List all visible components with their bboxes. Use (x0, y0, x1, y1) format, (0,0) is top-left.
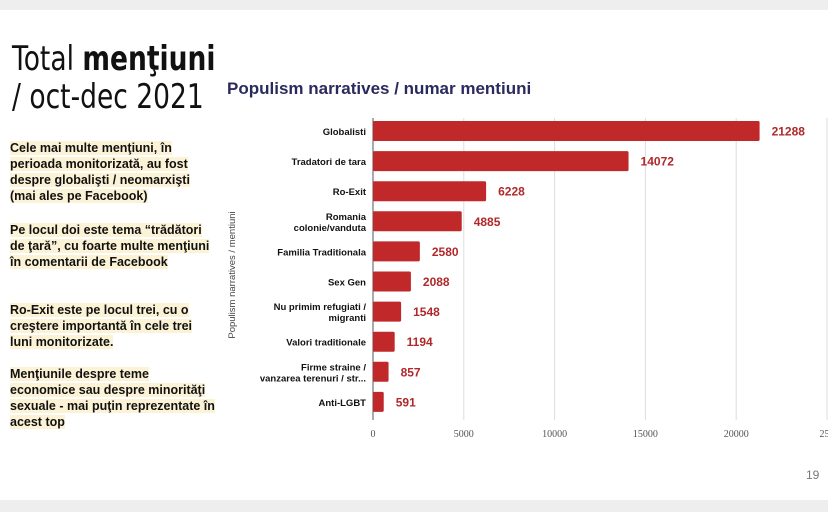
category-label: migranti (329, 313, 366, 324)
bar (373, 331, 395, 352)
data-label: 21288 (772, 125, 806, 139)
category-label: Tradatori de tara (292, 157, 367, 168)
bar (373, 211, 462, 232)
data-label: 14072 (641, 155, 675, 169)
data-label: 857 (401, 365, 421, 379)
category-label: Familia Traditionala (277, 247, 366, 258)
page-number: 19 (806, 468, 820, 482)
data-label: 2580 (432, 245, 459, 259)
title-line2: / oct-dec 2021 (12, 77, 204, 117)
bar (373, 301, 402, 322)
x-tick-label: 10000 (542, 429, 567, 440)
bar (373, 361, 389, 382)
data-label: 1194 (407, 335, 433, 349)
x-tick-label: 5000 (454, 429, 474, 440)
paragraph-text: Ro-Exit este pe locul trei, cu o creşter… (10, 303, 193, 349)
data-label: 2088 (423, 275, 450, 289)
category-label: Firme straine / (301, 362, 366, 373)
bar (373, 391, 384, 412)
bar (373, 121, 760, 141)
slide-title: Total menţiuni / oct-dec 2021 (12, 40, 215, 116)
paragraph-1: Cele mai multe menţiuni, în perioada mon… (10, 140, 215, 204)
y-axis-title: Populism narratives / mentiuni (227, 211, 238, 338)
paragraph-3: Ro-Exit este pe locul trei, cu o creşter… (10, 302, 215, 350)
bar (373, 181, 487, 202)
data-label: 1548 (413, 305, 440, 319)
category-label: colonie/vanduta (294, 223, 367, 234)
category-label: Ro-Exit (333, 187, 367, 198)
chart-title: Populism narratives / numar mentiuni (227, 79, 532, 98)
category-label: Anti-LGBT (319, 398, 367, 409)
paragraph-text: Pe locul doi este tema “trădători de ţar… (10, 223, 210, 269)
category-label: Valori traditionale (286, 338, 366, 349)
data-label: 6228 (498, 185, 525, 199)
title-regular: Total (12, 39, 83, 79)
x-tick-label: 0 (371, 429, 376, 440)
paragraph-4: Menţiunile despre teme economice sau des… (10, 366, 215, 430)
data-label: 591 (396, 395, 416, 409)
category-label: Sex Gen (328, 278, 366, 289)
category-label: Romania (326, 212, 367, 223)
category-label: Globalisti (323, 127, 366, 138)
x-tick-label: 250 (820, 429, 828, 440)
data-label: 4885 (474, 215, 501, 229)
bar (373, 241, 420, 262)
bar (373, 151, 629, 172)
title-bold: menţiuni (82, 39, 216, 79)
x-tick-label: 20000 (724, 429, 749, 440)
category-label: vanzarea terenuri / str... (260, 373, 366, 384)
bottom-bar (0, 500, 828, 512)
top-bar (0, 0, 828, 10)
x-tick-label: 15000 (633, 429, 658, 440)
category-label: Nu primim refugiati / (274, 302, 367, 313)
bar (373, 271, 411, 292)
paragraph-2: Pe locul doi este tema “trădători de ţar… (10, 222, 215, 270)
